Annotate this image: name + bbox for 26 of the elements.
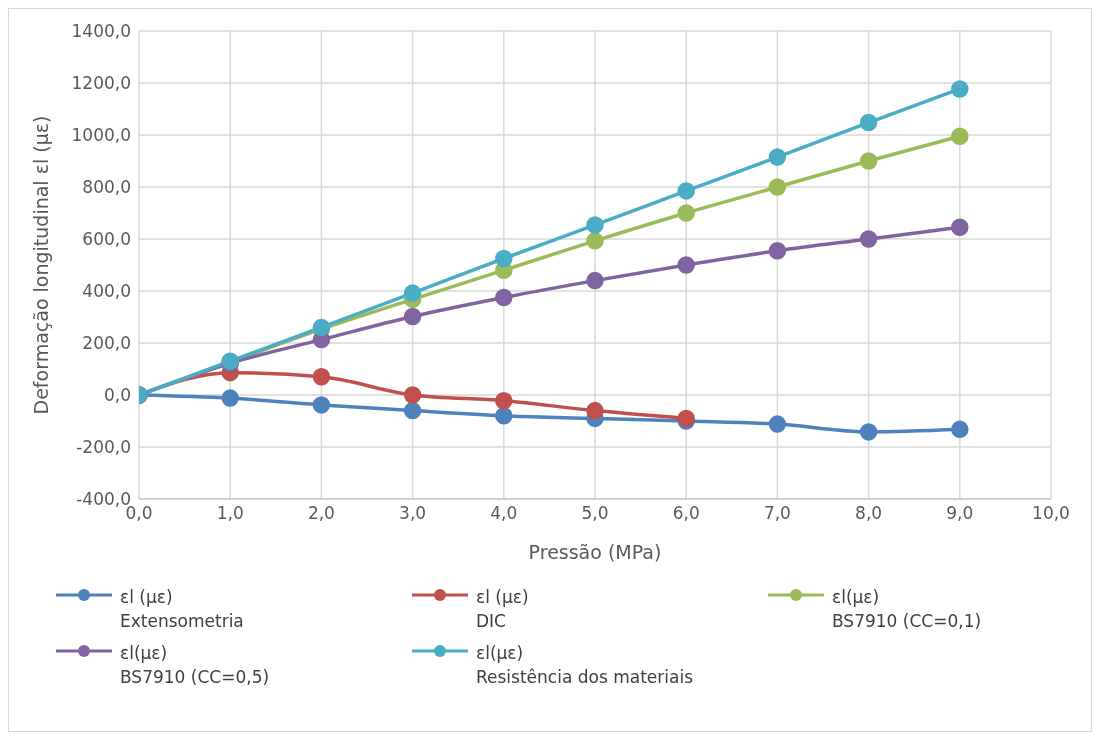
x-tick-label: 10,0: [1032, 503, 1070, 524]
y-tick-label: 400,0: [82, 281, 131, 302]
legend-label: εl(με) BS7910 (CC=0,5): [120, 642, 270, 689]
x-tick-label: 8,0: [855, 503, 883, 524]
x-tick-label: 9,0: [946, 503, 974, 524]
y-tick-label: -200,0: [76, 437, 131, 458]
legend-label: εl(με) BS7910 (CC=0,1): [832, 586, 982, 633]
x-tick-label: 6,0: [672, 503, 700, 524]
y-axis-title: Deformação longitudinal εl (με): [29, 115, 52, 415]
y-tick-label: 200,0: [82, 333, 131, 354]
y-tick-label: 1200,0: [71, 73, 131, 94]
legend-label: εl(με) Resistência dos materiais: [476, 642, 693, 689]
x-tick-label: 2,0: [307, 503, 335, 524]
y-tick-label: 1400,0: [71, 21, 131, 42]
legend-label: εl (με) DIC: [476, 586, 529, 633]
y-tick-label: 0,0: [103, 385, 131, 406]
x-tick-label: 5,0: [581, 503, 609, 524]
y-tick-label: 1000,0: [71, 125, 131, 146]
y-tick-label: 600,0: [82, 229, 131, 250]
x-tick-label: 7,0: [763, 503, 791, 524]
x-tick-label: 4,0: [490, 503, 518, 524]
legend-label: εl (με) Extensometria: [120, 586, 244, 633]
x-tick-label: 1,0: [216, 503, 244, 524]
y-tick-label: 800,0: [82, 177, 131, 198]
x-tick-label: 3,0: [399, 503, 427, 524]
x-axis-title: Pressão (MPa): [528, 541, 662, 563]
